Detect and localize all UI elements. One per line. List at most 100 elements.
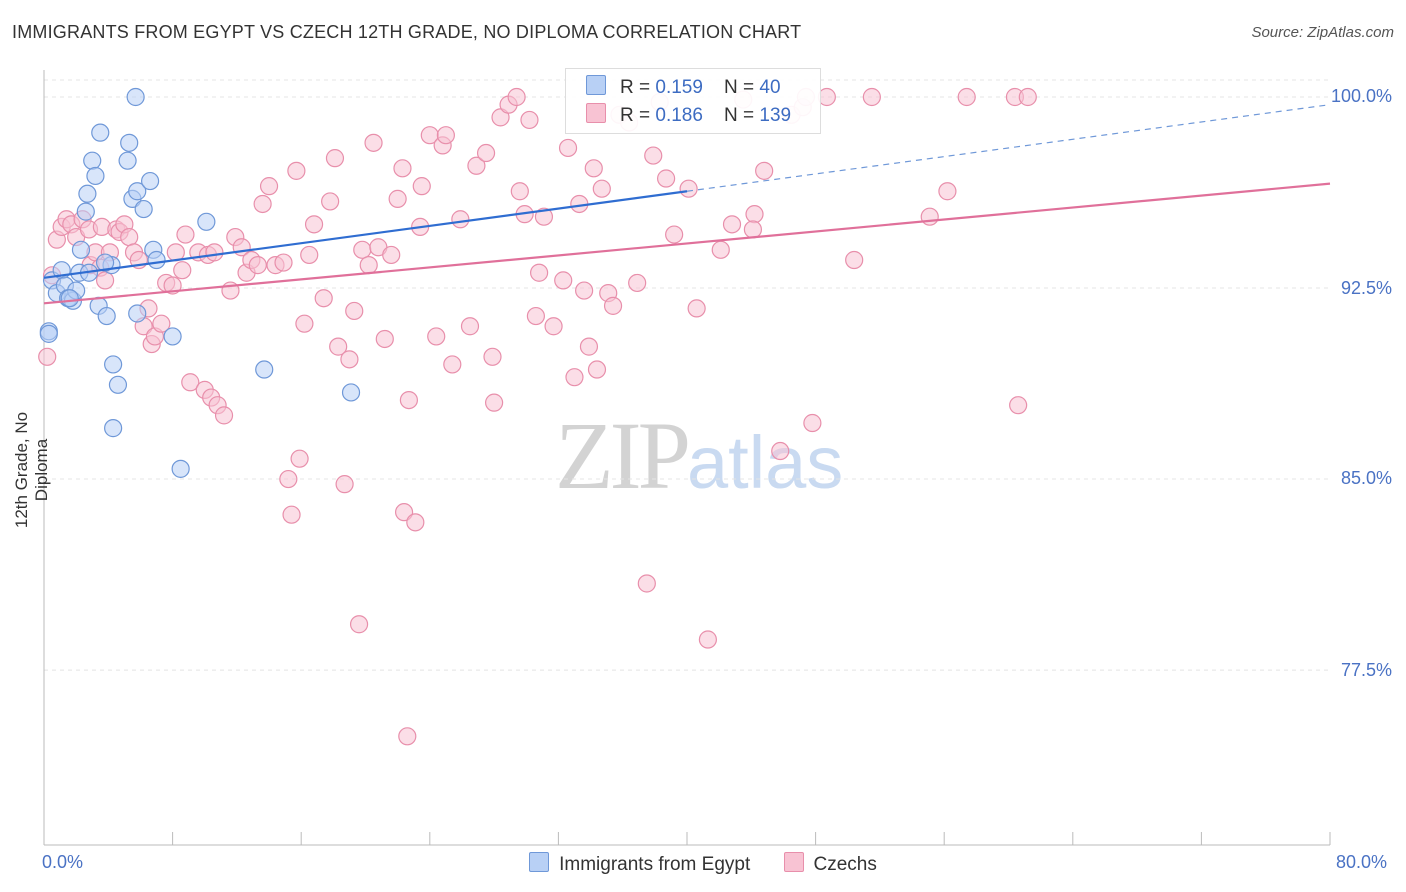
czech-point [152, 314, 171, 333]
egypt-points [39, 87, 361, 478]
czech-point [657, 169, 676, 188]
czech-point [1018, 87, 1037, 107]
grid-lines [44, 79, 1330, 671]
czech-point [325, 149, 345, 168]
czech-point [507, 87, 526, 107]
egypt-point [104, 419, 123, 438]
czech-points [38, 87, 1037, 746]
y-tick-label-85: 85.0% [1340, 468, 1392, 488]
czech-point [665, 225, 684, 244]
czech-point [845, 250, 864, 270]
czech-point [745, 205, 764, 224]
egypt-point [104, 355, 123, 374]
czech-point [394, 503, 414, 522]
czech-point [451, 210, 470, 229]
legend-n-label-egypt: N = [724, 77, 760, 98]
czech-point [163, 276, 182, 295]
czech-point [253, 194, 272, 214]
czech-trend-line [43, 182, 1331, 305]
legend-r-value-egypt: 0.159 [655, 77, 703, 98]
czech-point [314, 289, 333, 308]
legend-r-label-egypt: R = [620, 77, 656, 98]
series-legend-czech: Czechs [783, 852, 877, 876]
czech-point [443, 355, 462, 374]
czech-point [534, 207, 554, 226]
egypt-point [255, 360, 274, 379]
czech-point [722, 215, 742, 234]
czech-point [1009, 396, 1028, 415]
czech-point [375, 329, 394, 349]
czech-point [957, 87, 976, 107]
czech-point [587, 360, 607, 379]
egypt-point [128, 182, 147, 201]
egypt-point [120, 133, 139, 152]
czech-point [575, 281, 594, 300]
czech-point [460, 317, 480, 336]
egypt-trend-extension [686, 104, 1331, 192]
czech-point [335, 475, 354, 494]
czech-point [938, 182, 957, 201]
czech-point [526, 306, 545, 326]
czech-point [279, 469, 298, 489]
legend-swatch-egypt [586, 75, 606, 95]
egypt-point [134, 199, 153, 219]
czech-point [579, 337, 599, 356]
egypt-point [163, 327, 182, 346]
czech-point [205, 243, 224, 262]
y-tick-label-92-5: 92.5% [1340, 278, 1392, 298]
czech-point [412, 177, 431, 196]
czech-point [321, 192, 340, 211]
egypt-point [83, 151, 102, 170]
egypt-point [76, 202, 95, 221]
czech-point [290, 449, 309, 468]
egypt-trend-line [43, 190, 688, 279]
y-tick-label-100: 100.0% [1330, 86, 1392, 106]
legend-swatch-czech [586, 103, 606, 123]
legend-n-value-czech: 139 [759, 105, 792, 126]
czech-point [679, 179, 698, 198]
czech-point [176, 225, 195, 244]
egypt-point [86, 166, 105, 186]
czech-point [340, 350, 359, 369]
egypt-point [147, 250, 166, 270]
series-legend: Immigrants from Egypt Czechs [0, 852, 1406, 876]
czech-point [388, 189, 407, 208]
czech-point [485, 393, 504, 412]
egypt-point [91, 123, 110, 142]
czech-point [173, 261, 192, 280]
czech-point [364, 133, 383, 152]
czech-point [771, 441, 790, 461]
legend-n-label-czech: N = [724, 105, 760, 126]
czech-point [628, 273, 647, 293]
czech-point [304, 215, 324, 234]
czech-point [181, 373, 200, 392]
y-axis-label: 12th Grade, No Diploma [12, 411, 51, 529]
czech-point [554, 271, 573, 290]
egypt-point [171, 459, 190, 478]
egypt-point [39, 324, 58, 343]
legend-r-label-czech: R = [620, 105, 656, 126]
czech-point [300, 245, 319, 265]
watermark-zip: ZIP [555, 402, 691, 509]
czech-point [544, 317, 563, 336]
series-swatch-egypt [529, 852, 550, 872]
czech-point [259, 177, 279, 196]
egypt-point [60, 289, 79, 308]
legend-row-czech: R = 0.186 N = 139 [586, 103, 791, 127]
stats-legend: R = 0.159 N = 40 R = 0.186 N = 139 [565, 68, 821, 134]
czech-point [755, 161, 774, 180]
legend-n-value-egypt: 40 [759, 77, 781, 98]
chart-source: Source: ZipAtlas.com [1251, 24, 1394, 41]
watermark-atlas: atlas [687, 421, 844, 504]
egypt-point [126, 87, 145, 107]
czech-point [711, 240, 730, 259]
egypt-point [108, 375, 128, 394]
egypt-point [71, 240, 91, 259]
czech-point [427, 327, 446, 346]
y-tick-label-77-5: 77.5% [1340, 660, 1392, 680]
czech-point [592, 179, 611, 198]
czech-point [295, 314, 314, 333]
czech-point [120, 227, 139, 247]
egypt-point [95, 253, 115, 272]
